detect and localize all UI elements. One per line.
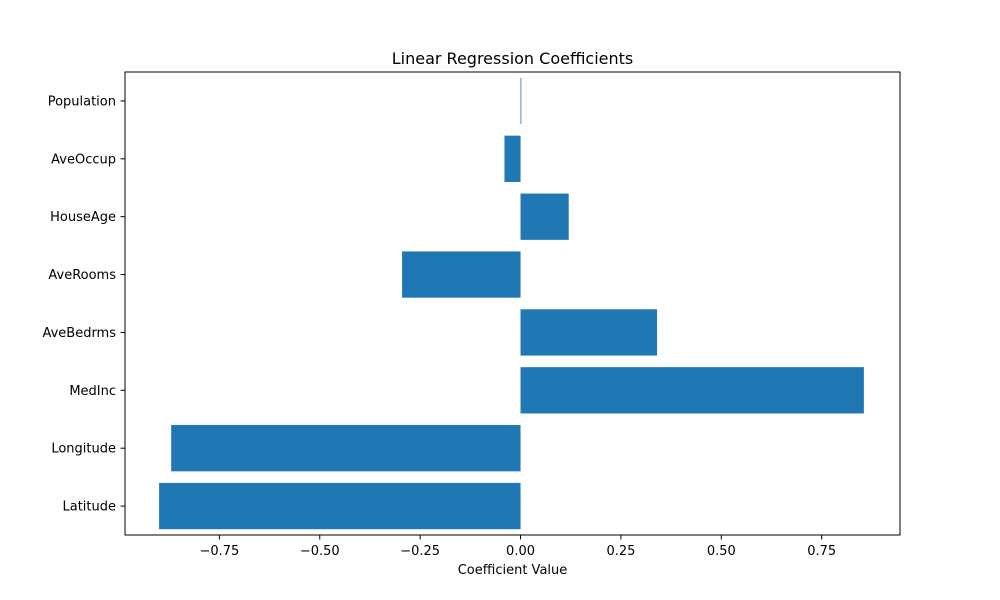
- x-axis-label: Coefficient Value: [458, 563, 568, 578]
- x-tick-label: 0.75: [807, 544, 836, 559]
- bar-population: [520, 77, 522, 125]
- bar-latitude: [159, 482, 521, 530]
- y-tick-label: AveOccup: [51, 152, 116, 167]
- y-tick-label: Longitude: [51, 442, 116, 457]
- x-tick-label: 0.50: [707, 544, 736, 559]
- bar-avebedrms: [520, 309, 658, 356]
- x-axis-ticks: −0.75 −0.50 −0.25 0.00 0.25 0.50 0.75: [199, 535, 836, 559]
- y-tick-label: Latitude: [62, 500, 116, 515]
- bar-aveoccup: [504, 135, 521, 182]
- y-tick-label: MedInc: [69, 384, 116, 399]
- y-tick-label: AveBedrms: [42, 326, 116, 341]
- x-tick-label: 0.25: [606, 544, 635, 559]
- y-tick-label: AveRooms: [48, 268, 116, 283]
- x-tick-label: −0.25: [400, 544, 440, 559]
- x-tick-label: −0.50: [300, 544, 340, 559]
- bar-houseage: [520, 193, 569, 240]
- bars-group: [159, 77, 864, 530]
- bar-medinc: [520, 367, 864, 414]
- bar-longitude: [171, 425, 521, 472]
- y-tick-label: HouseAge: [50, 210, 116, 225]
- y-tick-label: Population: [48, 94, 116, 109]
- plot-frame: [124, 71, 901, 536]
- chart-title: Linear Regression Coefficients: [392, 49, 634, 68]
- x-tick-label: −0.75: [199, 544, 239, 559]
- x-tick-label: 0.00: [506, 544, 535, 559]
- bar-averooms: [402, 251, 521, 298]
- y-axis-ticks: Latitude Longitude MedInc AveBedrms AveRooms…: [42, 94, 125, 515]
